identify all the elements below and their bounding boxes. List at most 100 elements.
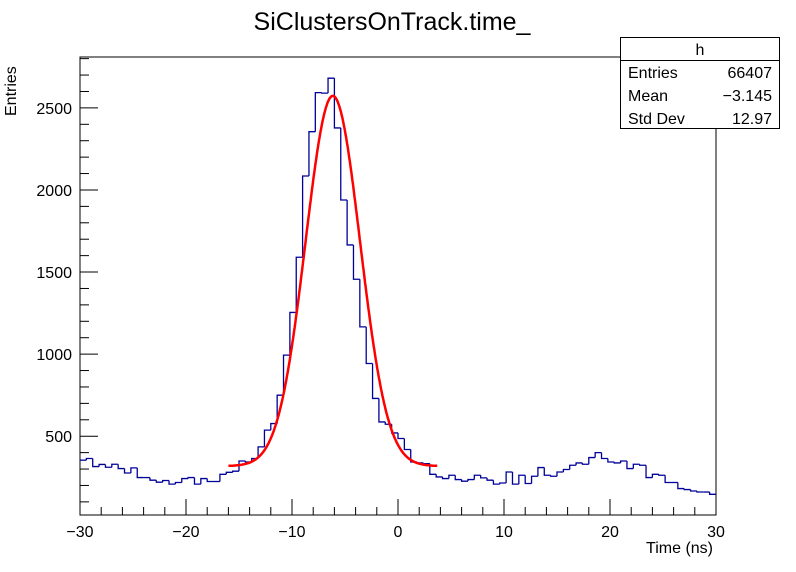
histogram-bin [492, 480, 500, 485]
x-tick-label: 10 [495, 524, 513, 541]
histogram-bin [333, 78, 341, 129]
histogram-bin [257, 446, 265, 459]
histogram-bin [174, 481, 182, 485]
axes: −30 −20 −10 0 10 20 30 500 1000 1500 2000 2500 [36, 58, 725, 541]
x-tick-label: 30 [707, 524, 725, 541]
histogram-bin [505, 471, 513, 483]
histogram-bin [530, 475, 538, 484]
histogram-bin [98, 463, 106, 467]
histogram-bin [282, 354, 290, 396]
histogram-bin [556, 471, 564, 477]
histogram-bin [460, 479, 468, 482]
histogram-bin [365, 326, 373, 365]
histogram-bin [486, 477, 494, 481]
histogram-bin [651, 473, 659, 478]
histogram-bin [352, 244, 360, 280]
histogram-bin [187, 476, 195, 479]
histogram-bin [543, 467, 551, 476]
histogram-bin [104, 464, 112, 468]
y-tick-label: 2500 [36, 101, 72, 118]
stats-value-stddev: 12.97 [732, 111, 772, 128]
histogram-bin [607, 458, 615, 463]
histogram-bin [575, 462, 583, 466]
histogram-bin [123, 468, 131, 474]
histogram-bin [524, 475, 532, 485]
histogram-bin [435, 474, 443, 478]
histogram-bin [238, 460, 246, 472]
stats-label-entries: Entries [628, 65, 678, 82]
histogram-bin [549, 475, 557, 477]
stats-value-mean: −3.145 [723, 88, 772, 105]
y-tick-label: 1500 [36, 265, 72, 282]
histogram-bin [581, 462, 589, 465]
histogram-bin [480, 475, 488, 479]
histogram-bin [467, 478, 475, 482]
histogram-bin [162, 479, 170, 483]
histogram-bin [308, 131, 316, 177]
histogram-bin [219, 473, 227, 482]
histogram-bin [473, 474, 481, 480]
histogram-bin [301, 175, 309, 258]
y-tick-label: 2000 [36, 183, 72, 200]
histogram-bin [289, 311, 297, 356]
histogram-bin [397, 432, 405, 440]
stats-label-stddev: Std Dev [628, 111, 685, 128]
histogram-bin [359, 279, 367, 328]
histogram-bin [537, 466, 545, 477]
histogram-bin [276, 394, 284, 424]
histogram-bin [683, 488, 691, 491]
histogram-bin [645, 465, 653, 479]
histogram-bin [231, 470, 239, 473]
histogram-bin [448, 474, 456, 479]
histogram-steps [80, 77, 716, 495]
histogram-bin [403, 438, 411, 451]
y-tick-label: 1000 [36, 347, 72, 364]
histogram-bin [314, 91, 322, 132]
x-tick-label: 20 [601, 524, 619, 541]
y-axis-label: Entries [3, 66, 20, 116]
histogram-bin [136, 467, 144, 479]
histogram-bin [658, 474, 666, 476]
stats-box-frame [620, 37, 780, 129]
histogram-bin [429, 463, 437, 475]
histogram-bin [117, 464, 125, 470]
x-tick-label: −30 [66, 524, 93, 541]
histogram-bin [562, 468, 570, 472]
histogram-bin [155, 480, 163, 483]
histogram-bin [168, 480, 176, 485]
histogram-bin [200, 477, 208, 485]
histogram-bin [225, 471, 233, 475]
stats-title: h [696, 42, 705, 59]
histogram-bin [619, 460, 627, 463]
histogram-bin [594, 451, 602, 458]
histogram-bin [111, 463, 119, 468]
fit-curve [228, 94, 438, 468]
histogram-bin [441, 476, 449, 480]
stats-box: h Entries 66407 Mean −3.145 Std Dev 12.9… [620, 37, 780, 129]
histogram-bin [639, 464, 647, 466]
histogram-bin [340, 127, 348, 201]
histogram-bin [626, 460, 634, 470]
histogram-bin [689, 489, 697, 492]
x-axis-label: Time (ns) [646, 540, 713, 557]
histogram-bin [677, 482, 685, 490]
stats-label-mean: Mean [628, 88, 668, 105]
histogram-bin [664, 475, 672, 484]
histogram-bin [518, 474, 526, 485]
histogram-bin [149, 477, 157, 481]
histogram-bin [371, 363, 379, 400]
histogram-bin [499, 482, 507, 485]
histogram-bin [696, 491, 704, 493]
histogram-bin [130, 467, 138, 473]
histogram-bin [206, 478, 214, 483]
histogram-bin [511, 471, 519, 485]
histogram-bin [346, 199, 354, 246]
y-tick-label: 500 [45, 429, 72, 446]
x-tick-label: −10 [278, 524, 305, 541]
histogram-bin [193, 477, 201, 485]
histogram-bin [569, 464, 577, 470]
chart-title: SiClustersOnTrack.time_ [254, 8, 532, 36]
histogram-bin [454, 475, 462, 481]
x-tick-label: −20 [172, 524, 199, 541]
